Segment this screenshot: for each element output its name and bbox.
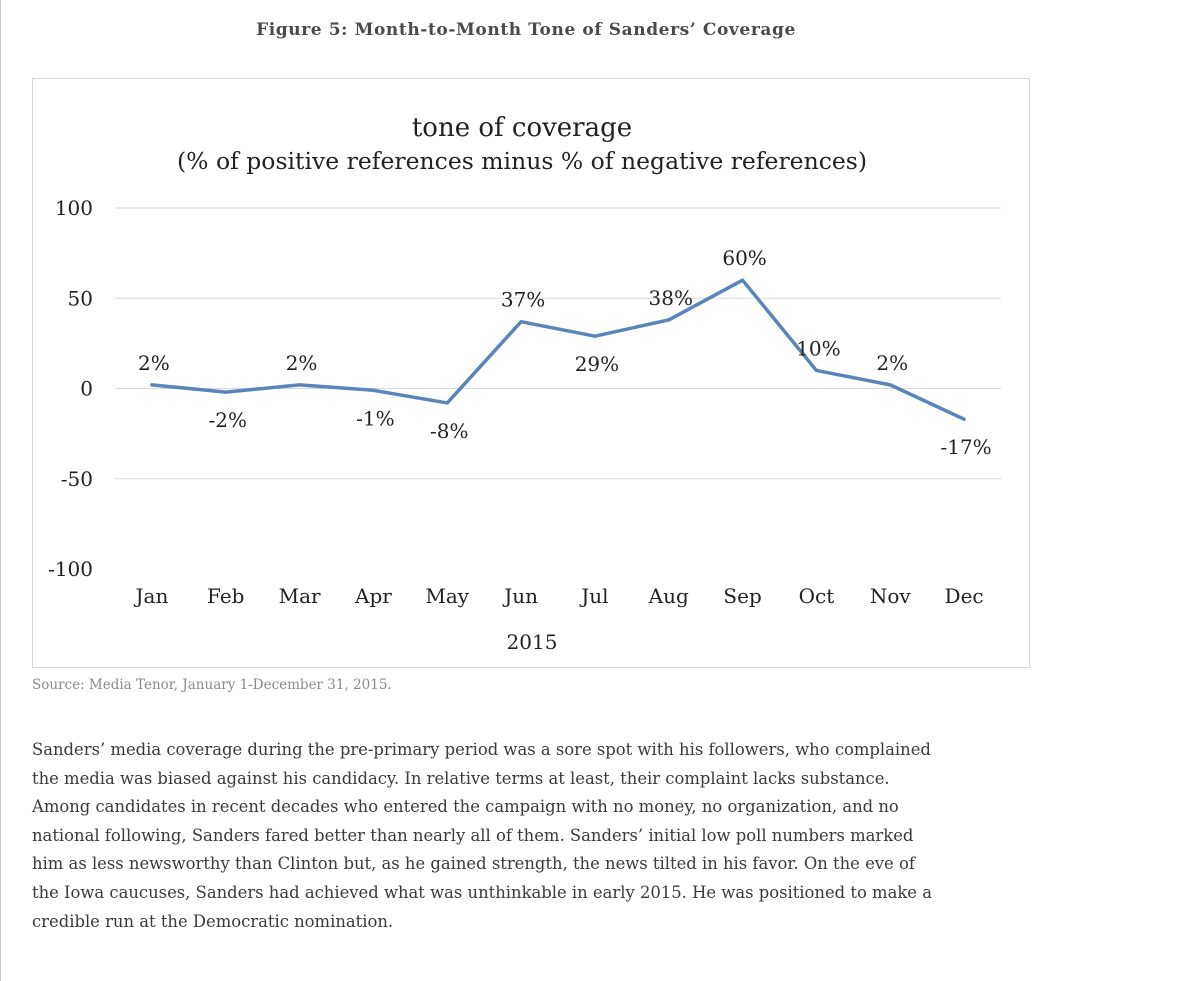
body-line: Sanders’ media coverage during the pre-p…	[32, 740, 931, 759]
body-line: national following, Sanders fared better…	[32, 825, 914, 845]
data-label: 10%	[796, 336, 840, 360]
y-tick-label: -100	[48, 557, 93, 581]
x-tick-label: Aug	[648, 584, 689, 608]
x-axis-ticks: Jan Feb Mar Apr May Jun Jul Aug Sep Oct Nov Dec	[134, 584, 984, 608]
series-line-layer	[150, 278, 966, 421]
data-label: 2%	[876, 351, 908, 375]
body-line: him as less newsworthy than Clinton but,…	[32, 854, 915, 874]
body-line: credible run at the Democratic nominatio…	[32, 911, 394, 931]
chart-title: tone of coverage	[412, 113, 632, 143]
x-axis-title: 2015	[507, 630, 558, 654]
data-label: -1%	[356, 406, 395, 430]
x-tick-label: Feb	[207, 584, 244, 608]
body-line: the media was biased against his candida…	[32, 768, 890, 788]
series-line	[150, 278, 966, 421]
y-tick-label: -50	[61, 467, 93, 491]
grid-lines	[115, 207, 1001, 480]
x-tick-label: Nov	[870, 584, 912, 608]
body-paragraph: Sanders’ media coverage during the pre-p…	[32, 736, 1042, 936]
x-tick-label: Oct	[799, 584, 835, 608]
body-line: Among candidates in recent decades who e…	[32, 797, 899, 817]
data-label: 60%	[722, 246, 766, 270]
figure-title: Figure 5: Month-to-Month Tone of Sanders…	[256, 20, 796, 40]
data-label: -17%	[940, 435, 991, 459]
figure-source: Source: Media Tenor, January 1-December …	[32, 677, 392, 693]
x-tick-label: Jul	[579, 584, 608, 608]
y-tick-label: 100	[55, 196, 93, 220]
y-tick-label: 50	[68, 286, 93, 310]
data-label: 37%	[501, 288, 545, 312]
chart-container: 100 50 0 -50 -100 Jan Feb Mar Apr May Jun Jul Aug Se…	[32, 78, 1030, 668]
line-chart: 100 50 0 -50 -100 Jan Feb Mar Apr May Jun Jul Aug Se…	[48, 113, 1001, 654]
data-label: 2%	[286, 351, 318, 375]
x-tick-label: Apr	[354, 584, 392, 608]
y-axis-ticks: 100 50 0 -50 -100	[48, 196, 93, 581]
body-line: the Iowa caucuses, Sanders had achieved …	[32, 882, 932, 902]
data-label: 29%	[575, 352, 619, 376]
data-label: 2%	[138, 351, 170, 375]
x-tick-label: Sep	[723, 584, 761, 608]
x-tick-label: Mar	[279, 584, 321, 608]
data-label: -2%	[209, 408, 248, 432]
x-tick-label: May	[425, 584, 469, 608]
data-labels: 2% -2% 2% -1% -8% 37% 29% 38% 60% 10% 2% -17%	[138, 246, 992, 459]
chart-subtitle: (% of positive references minus % of neg…	[177, 147, 867, 175]
x-tick-label: Jan	[134, 584, 169, 608]
page-left-border	[0, 0, 1, 981]
x-tick-label: Dec	[945, 584, 984, 608]
y-tick-label: 0	[80, 377, 93, 401]
x-tick-label: Jun	[502, 584, 538, 608]
data-label: 38%	[649, 286, 693, 310]
data-label: -8%	[430, 419, 469, 443]
